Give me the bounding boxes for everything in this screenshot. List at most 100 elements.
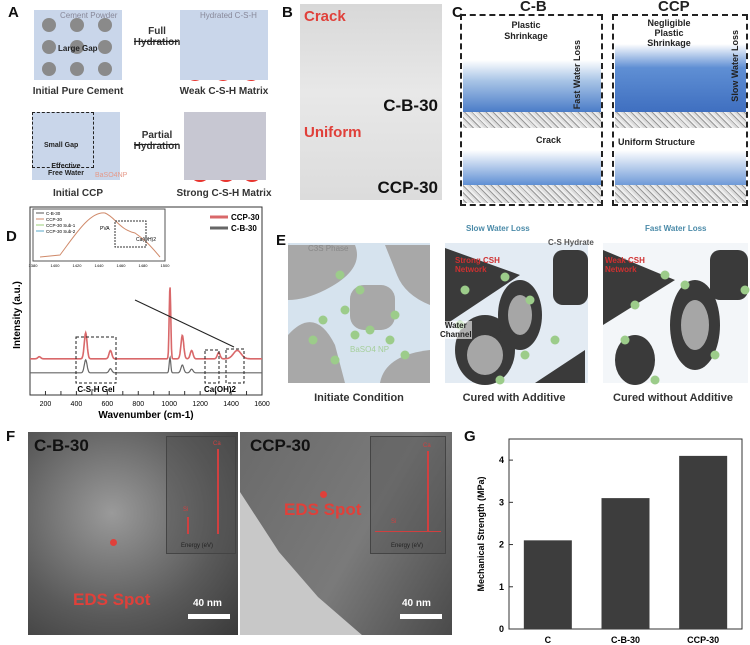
baso4-particle [340, 305, 350, 315]
pva-box [225, 348, 245, 384]
baso4-particle [460, 285, 470, 295]
panel-label-a: A [8, 4, 19, 21]
eds-inset: Si Ca Energy (eV) [166, 436, 236, 554]
baso4-label: BaSO4NP [95, 172, 128, 179]
substrate [615, 112, 746, 128]
scale-bar [188, 614, 230, 619]
scale-bar-label: 40 nm [402, 598, 431, 609]
c3s-core [508, 295, 532, 335]
eds-spot-label: EDS Spot [73, 590, 151, 609]
cement-particle [70, 62, 84, 76]
cement-particle [98, 62, 112, 76]
caption-initiate: Initiate Condition [314, 392, 404, 404]
baso4-particle [355, 285, 365, 295]
crack-label: Crack [536, 135, 562, 145]
baso4-particle [525, 295, 535, 305]
baso4-particle [390, 310, 400, 320]
c3s-label: C3S Phase [308, 244, 349, 253]
x-tick-label: 1200 [192, 401, 208, 408]
panel-label-c: C [452, 4, 463, 21]
ccp-cured-layer [615, 150, 746, 185]
water-label: Water [370, 230, 392, 239]
baso4-particle [308, 335, 318, 345]
csh-particle [445, 248, 520, 325]
baso4-particle [400, 350, 410, 360]
partial-hydration-label: Partial Hydration [133, 130, 181, 152]
panel-label-d: D [6, 228, 17, 245]
cement-particle [70, 18, 84, 32]
cb30-label: C-B-30 [383, 96, 438, 115]
fast-water-loss-label: Fast Water Loss [572, 40, 582, 110]
ccp-box [612, 14, 748, 206]
substrate [615, 185, 746, 203]
y-tick-label: 2 [499, 540, 504, 550]
strength-bar-chart: C C-B-30 CCP-30 0 1 2 3 4 Mechanical Strength (… [476, 438, 743, 645]
scale-bar [400, 614, 442, 619]
inset-tick-label: 1380 [29, 263, 39, 268]
inset-ccp30-curve [39, 212, 161, 258]
initial-pure-cement-caption: Initial Pure Cement [32, 86, 124, 97]
water-channel-label: Water Channel [440, 321, 472, 339]
strong-csh-label: Strong CSH Network [455, 256, 500, 274]
inset-tick-label: 1500 [161, 263, 171, 268]
inset-xlabel: Energy (eV) [181, 543, 214, 549]
crack-label: Crack [304, 8, 346, 25]
small-gap-label: Small Gap [44, 142, 79, 149]
zoom-arrow [134, 299, 235, 348]
baso4-particle [318, 315, 328, 325]
x-tick-label: 1400 [223, 401, 239, 408]
y-tick-label: 0 [499, 624, 504, 634]
ccp-diagram [32, 112, 120, 180]
panel-label-b: B [282, 4, 293, 21]
cs-hydrate-label: C-S Hydrate [548, 238, 594, 247]
panel-label-e: E [276, 232, 287, 249]
eds-inset: Si Ca Energy (eV) [370, 436, 446, 554]
x-tick-label: 1600 [254, 401, 270, 408]
series-c-b-30 [30, 355, 262, 374]
inset-frame [32, 208, 166, 262]
raman-spectrum-chart: 200 400 600 800 1000 1200 1400 1600 Wavenumber … [12, 206, 270, 420]
ccp-title: CCP [658, 0, 690, 15]
substrate [463, 112, 601, 128]
cement-particle [98, 40, 112, 54]
x-tick-label: C [545, 635, 552, 645]
inset-tick-label: 1440 [95, 263, 105, 268]
large-gap-label: Large Gap [58, 44, 98, 53]
tem-title: CCP-30 [250, 436, 311, 455]
eds-spot-marker [320, 491, 327, 498]
weak-csh-label: Weak CSH Network [605, 256, 645, 274]
baso4-particle [365, 325, 375, 335]
inset-tick-label: 1400 [51, 263, 61, 268]
si-peak [187, 517, 189, 534]
arrow-icon [134, 41, 178, 42]
initial-ccp-caption: Initial CCP [52, 188, 103, 199]
baso4-particle [680, 280, 690, 290]
caption-cured-without: Cured without Additive [613, 392, 733, 404]
baso4-particle [650, 375, 660, 385]
inset-xlabel: Energy (eV) [391, 543, 424, 549]
full-hydration-label: Full Hydration [133, 26, 181, 48]
x-tick-label: CCP-30 [687, 635, 719, 645]
inset-tick-label: 1480 [139, 263, 149, 268]
c3s-particle [380, 350, 430, 383]
y-axis-label: Intensity (a.u.) [12, 281, 23, 349]
weak-matrix-caption: Weak C-S-H Matrix [179, 86, 269, 97]
inset-zoom-box [114, 220, 147, 248]
c3s-particle [288, 245, 357, 300]
y-tick-label: 4 [499, 455, 504, 465]
csh-particle [615, 335, 655, 385]
cement-particle [98, 18, 112, 32]
baso4-particle [660, 270, 670, 280]
fast-water-loss-label: Fast Water Loss [645, 224, 707, 233]
plastic-shrinkage-label: Plastic Shrinkage [504, 20, 548, 41]
hydrated-csh-label: Hydrated C-S-H [200, 11, 257, 20]
bar-c-b-30 [601, 498, 650, 629]
eds-spot-marker [110, 539, 117, 546]
x-tick-label: 1000 [161, 401, 177, 408]
baso4-particle [710, 350, 720, 360]
uniform-structure-label: Uniform Structure [618, 137, 696, 147]
bar-ccp-30 [679, 455, 728, 629]
cement-particle [70, 40, 84, 54]
panel-label-g: G [464, 428, 476, 445]
c3s-particle [385, 245, 430, 305]
